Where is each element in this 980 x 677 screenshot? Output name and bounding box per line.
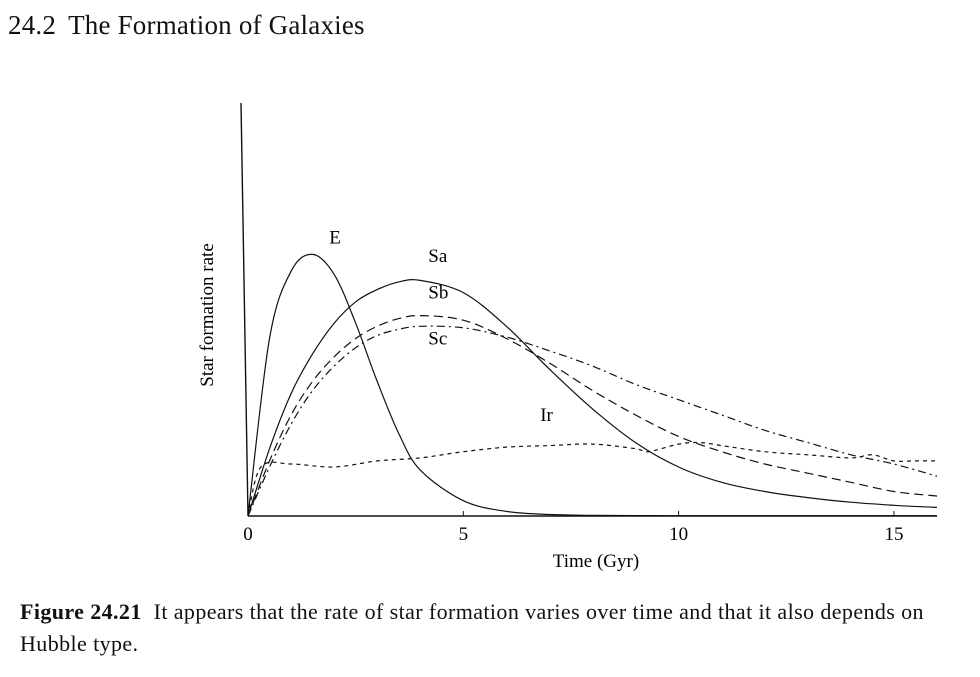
x-tick-label: 15 xyxy=(884,524,903,545)
figure-label: Figure 24.21 xyxy=(20,599,142,624)
section-title: The Formation of Galaxies xyxy=(68,10,365,40)
x-axis-label: Time (Gyr) xyxy=(553,551,639,572)
series-sa-label: Sa xyxy=(428,246,448,267)
series-sc-line xyxy=(247,325,938,517)
series-e-label: E xyxy=(329,228,341,249)
series-ir-line xyxy=(247,441,937,517)
x-tick-label: 5 xyxy=(459,524,469,545)
x-tick-label: 0 xyxy=(243,524,253,545)
figure-caption: Figure 24.21 It appears that the rate of… xyxy=(20,596,970,660)
series-sb-line xyxy=(247,314,938,517)
x-tick-label: 10 xyxy=(669,524,688,545)
caption-text: It appears that the rate of star formati… xyxy=(20,599,924,656)
series-sa-line xyxy=(247,279,938,517)
series-sc-label: Sc xyxy=(428,329,447,350)
series-ir-label: Ir xyxy=(540,405,553,426)
series-sb-label: Sb xyxy=(428,283,448,304)
section-header: 24.2 The Formation of Galaxies xyxy=(8,10,365,41)
section-number: 24.2 xyxy=(8,10,57,40)
series-e-line xyxy=(247,253,937,517)
star-formation-chart: 0 5 10 15 E Sa Sb Sc Ir Time (Gyr) Star formati… xyxy=(197,102,938,572)
y-axis-label: Star formation rate xyxy=(197,243,218,387)
y-axis xyxy=(240,102,249,517)
